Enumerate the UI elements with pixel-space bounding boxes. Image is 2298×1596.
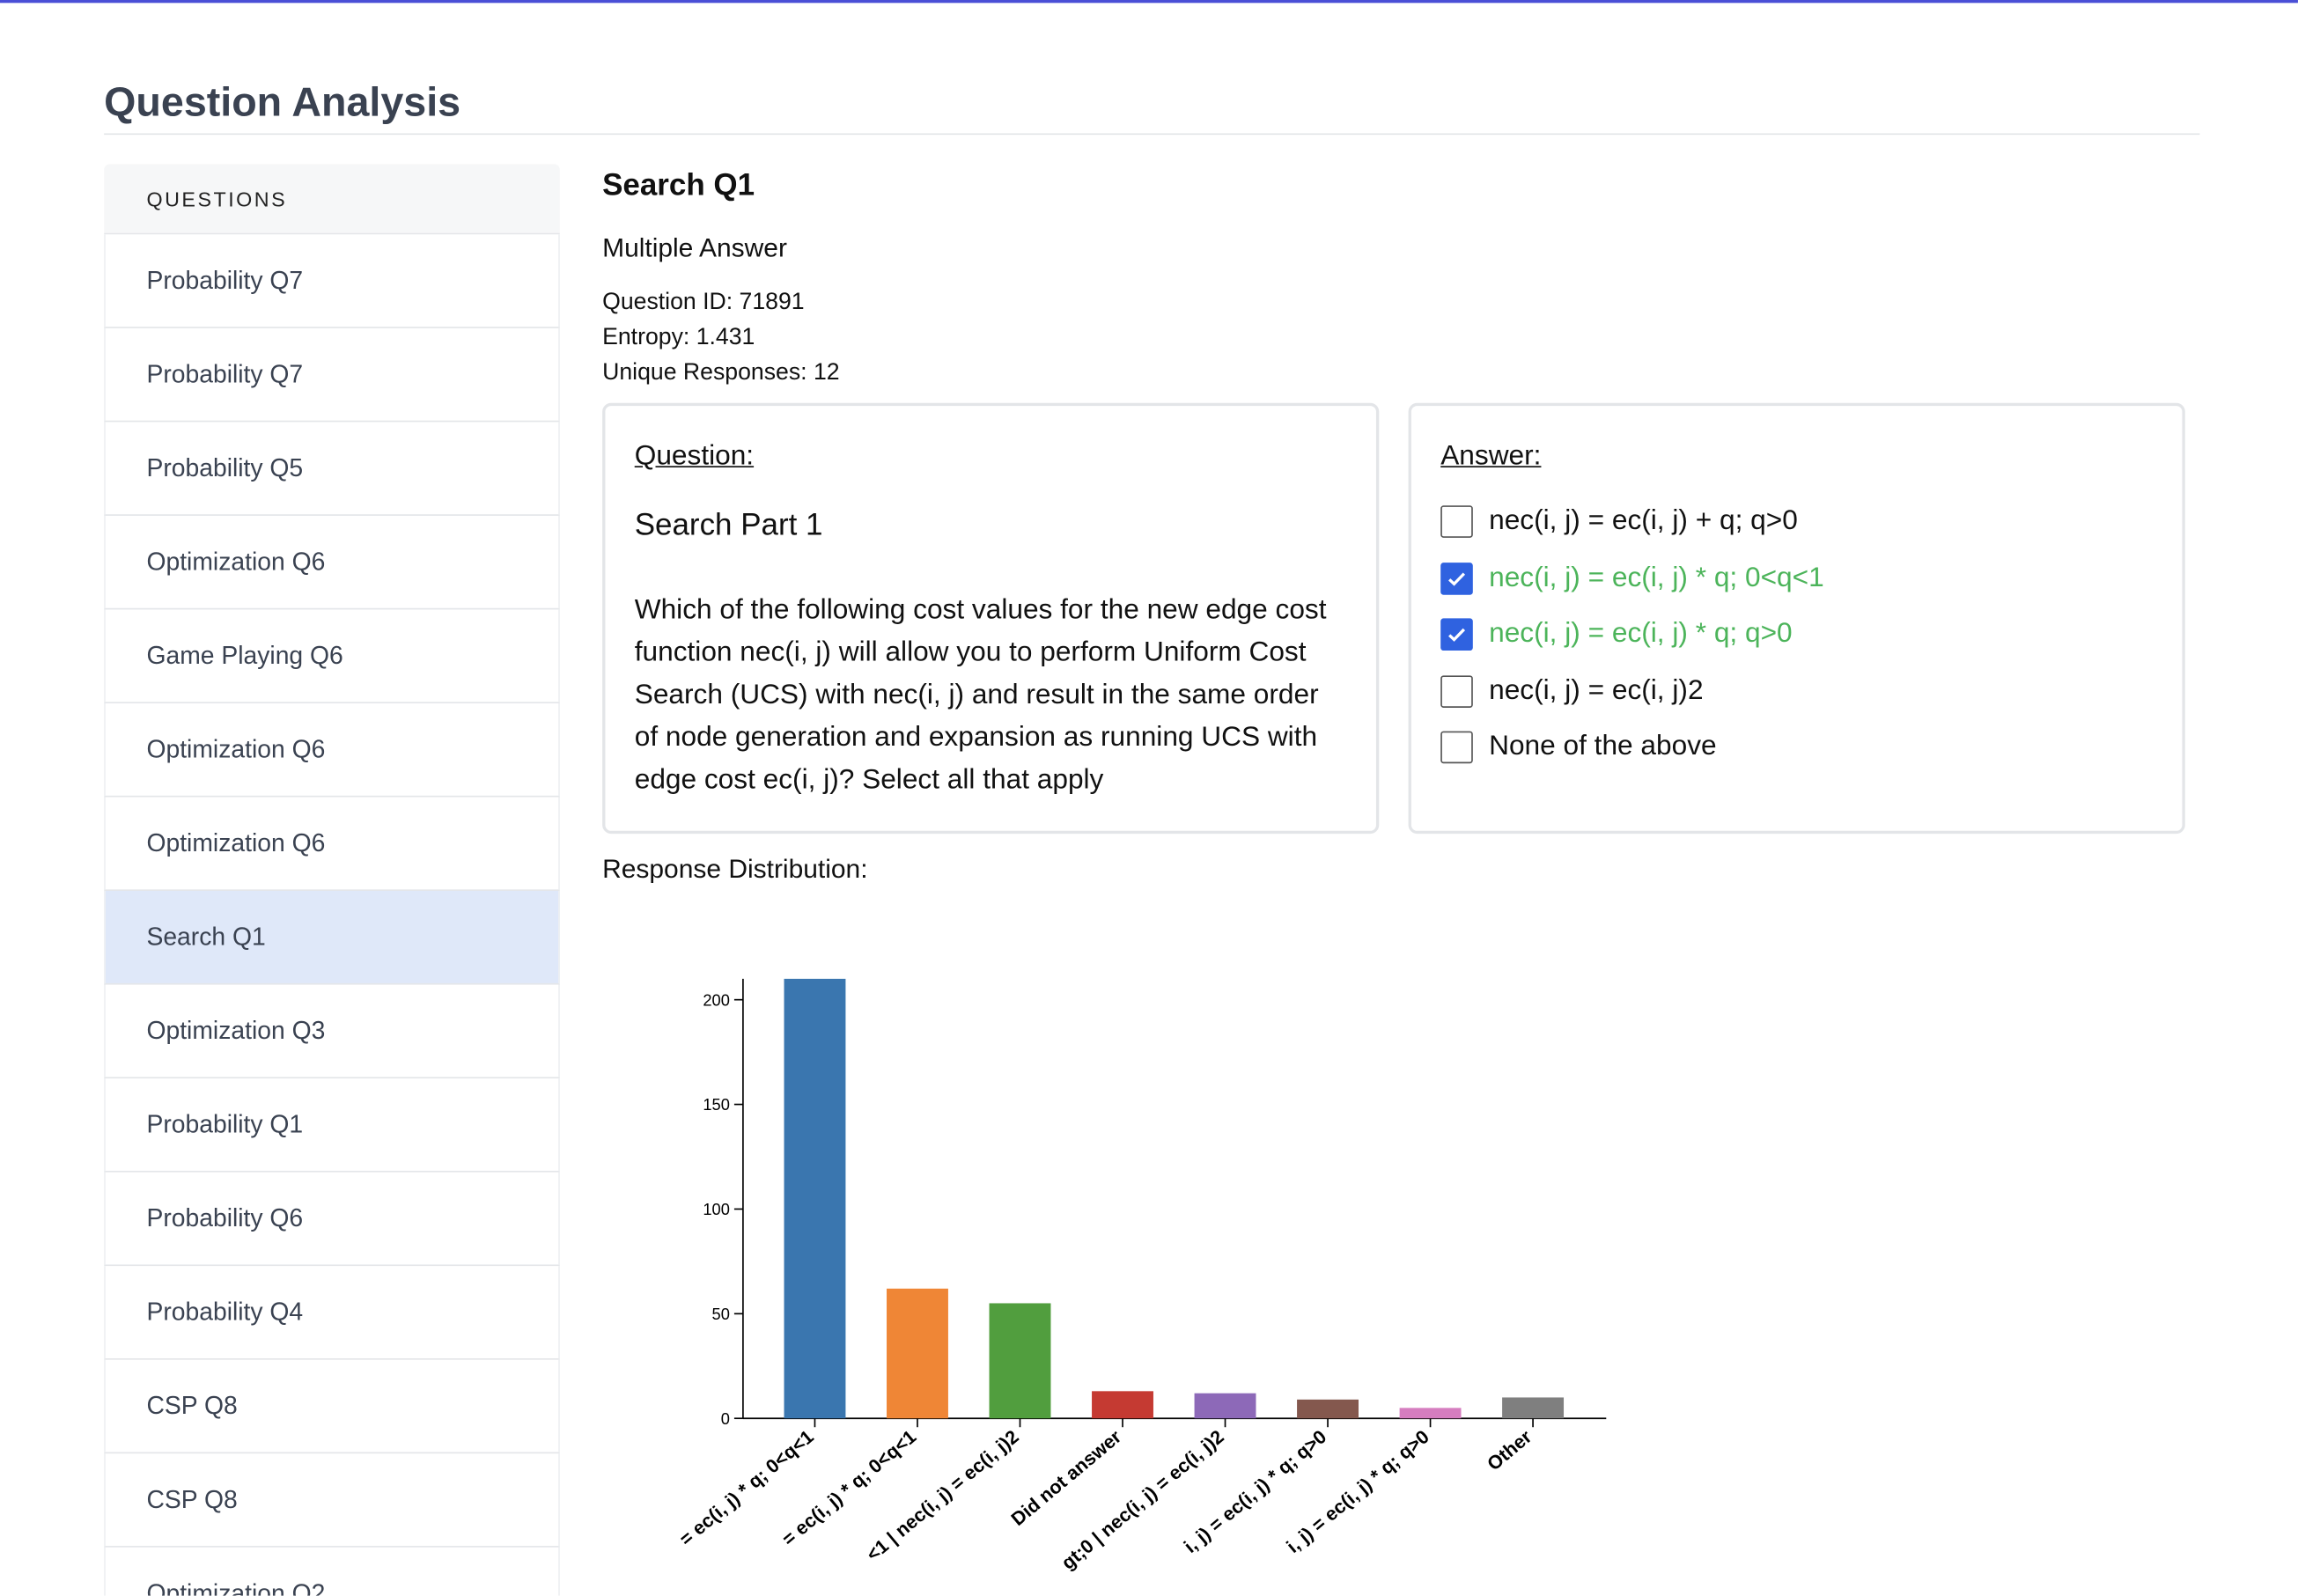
checkbox xyxy=(1440,562,1473,595)
checkbox xyxy=(1440,674,1473,708)
checkbox xyxy=(1440,732,1473,764)
bar xyxy=(1502,1397,1565,1419)
bar xyxy=(887,1288,948,1419)
distribution-label: Response Distribution: xyxy=(602,854,868,884)
question-part: Search Part 1 xyxy=(634,508,823,542)
y-tick-label: 50 xyxy=(712,1305,730,1323)
sidebar-item[interactable]: Probability Q7 xyxy=(104,234,560,328)
meta-line: Entropy: 1.431 xyxy=(602,325,755,350)
question-title: Search Q1 xyxy=(602,168,755,202)
sidebar-heading: QUESTIONS xyxy=(104,164,560,235)
y-tick-label: 150 xyxy=(703,1095,730,1114)
bar xyxy=(1092,1391,1153,1419)
check xyxy=(1448,629,1466,643)
bar xyxy=(1297,1399,1359,1419)
option-text: nec(i, j) = ec(i, j) + q; q>0 xyxy=(1489,505,1798,537)
question-text: Which of the following cost values for t… xyxy=(634,594,1327,796)
check xyxy=(1448,572,1466,586)
answer-box: Answer: nec(i, j) = ec(i, j) + q; q>0 nec… xyxy=(1408,402,2185,835)
bar xyxy=(784,978,846,1419)
sidebar-item[interactable]: Probability Q1 xyxy=(104,1078,560,1173)
sidebar-item[interactable]: CSP Q8 xyxy=(104,1359,560,1454)
meta-line: Unique Responses: 12 xyxy=(602,360,840,386)
sidebar-item[interactable]: Probability Q5 xyxy=(104,422,560,516)
checkbox xyxy=(1440,618,1473,651)
bar xyxy=(1194,1393,1256,1419)
sidebar-item[interactable]: Probability Q7 xyxy=(104,327,560,423)
option: None of the above xyxy=(1440,719,2153,776)
y-tick-label: 100 xyxy=(703,1200,730,1218)
sidebar-item[interactable]: Optimization Q3 xyxy=(104,984,560,1079)
meta: Question ID: 71891 Entropy: 1.431 Unique R… xyxy=(602,286,839,392)
sidebar-item[interactable]: Search Q1 xyxy=(104,891,560,985)
question-box: Question: Search Part 1 Which of the fol… xyxy=(602,402,1380,835)
option-text: nec(i, j) = ec(i, j)2 xyxy=(1489,674,1704,706)
bar xyxy=(1399,1408,1462,1419)
meta-line: Question ID: 71891 xyxy=(602,290,805,315)
sidebar-item[interactable]: Probability Q4 xyxy=(104,1266,560,1360)
page-title: Question Analysis xyxy=(104,78,461,125)
option: nec(i, j) = ec(i, j) + q; q>0 xyxy=(1440,494,2153,550)
sidebar-item[interactable]: Probability Q6 xyxy=(104,1172,560,1267)
answer-heading: Answer: xyxy=(1440,441,1542,472)
sidebar-item[interactable]: Optimization Q2 xyxy=(104,1547,560,1596)
x-tick-label: Other xyxy=(1483,1425,1536,1475)
y-tick-label: 0 xyxy=(721,1409,730,1428)
question-kind: Multiple Answer xyxy=(602,232,787,262)
options: nec(i, j) = ec(i, j) + q; q>0 nec(i, j) =… xyxy=(1440,494,2153,776)
y-tick-label: 200 xyxy=(703,990,730,1009)
sidebar: QUESTIONS Probability Q7 Probability Q7 Pr… xyxy=(104,164,560,1596)
option-text: nec(i, j) = ec(i, j) * q; q>0 xyxy=(1489,618,1793,650)
checkbox xyxy=(1440,505,1473,539)
option-text: nec(i, j) = ec(i, j) * q; 0<q<1 xyxy=(1489,562,1824,593)
option: nec(i, j) = ec(i, j) * q; q>0 xyxy=(1440,607,2153,663)
sidebar-item[interactable]: Game Playing Q6 xyxy=(104,609,560,703)
bar xyxy=(989,1303,1051,1419)
sidebar-item[interactable]: Optimization Q6 xyxy=(104,702,560,798)
question-heading: Question: xyxy=(634,441,755,472)
sidebar-item[interactable]: Optimization Q6 xyxy=(104,515,560,610)
sidebar-item[interactable]: CSP Q8 xyxy=(104,1453,560,1548)
sidebar-item[interactable]: Optimization Q6 xyxy=(104,797,560,892)
divider xyxy=(104,133,2200,136)
x-tick-label: gt;0 | nec(i, j) = ec(i, j)2 xyxy=(1057,1425,1228,1574)
option: nec(i, j) = ec(i, j)2 xyxy=(1440,663,2153,719)
option: nec(i, j) = ec(i, j) * q; 0<q<1 xyxy=(1440,550,2153,607)
option-text: None of the above xyxy=(1489,732,1717,762)
